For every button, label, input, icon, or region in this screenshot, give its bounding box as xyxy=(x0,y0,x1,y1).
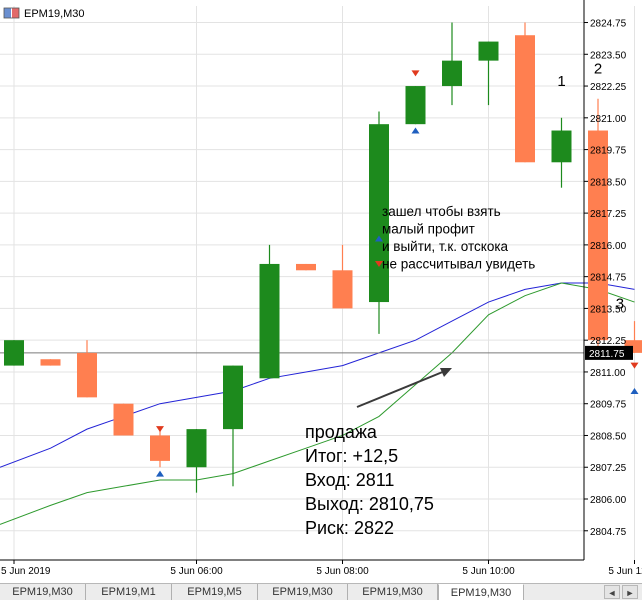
trade-summary-line: Выход: 2810,75 xyxy=(305,494,434,514)
x-tick-label: 5 Jun 06:00 xyxy=(170,566,223,577)
candle-body xyxy=(478,41,499,61)
candle-body xyxy=(515,35,535,163)
tab-scroll-right-button[interactable]: ► xyxy=(622,585,638,599)
y-tick-label: 2817.25 xyxy=(590,209,627,220)
y-tick-label: 2806.00 xyxy=(590,495,627,506)
y-tick-label: 2824.75 xyxy=(590,19,627,30)
candle-body xyxy=(113,403,134,436)
current-price-box xyxy=(585,345,633,360)
candle-body xyxy=(40,359,61,366)
trade-summary-line: Риск: 2822 xyxy=(305,518,394,538)
candles xyxy=(4,22,642,493)
sell-trade-marker xyxy=(156,426,164,433)
y-tick-label: 2814.75 xyxy=(590,273,627,284)
candle-body xyxy=(186,429,207,468)
chart-tab-bar: EPM19,M30 EPM19,M1 EPM19,M5 EPM19,M30 EPM19,… xyxy=(0,583,642,600)
chart-header: EPM19,M30 xyxy=(3,7,85,20)
buy-trade-marker xyxy=(411,127,420,134)
note-text-line: не рассчитывал увидеть xyxy=(382,257,535,272)
note-text-line: и выйти, т.к. отскока xyxy=(382,239,509,254)
candle-body xyxy=(369,124,389,303)
y-tick-label: 2811.00 xyxy=(590,368,626,379)
candle-body xyxy=(296,263,316,271)
chart-symbol-label: EPM19,M30 xyxy=(24,8,85,20)
annotation-arrow xyxy=(356,370,446,408)
y-tick-label: 2813.50 xyxy=(590,304,627,315)
x-tick-label: 5 Jun 12:00 xyxy=(608,566,642,577)
current-price-label: 2811.75 xyxy=(589,349,625,360)
candle-body xyxy=(442,60,462,87)
price-axis: 2824.75 2823.50 2822.25 2821.00 2819.75 2818.… xyxy=(0,0,642,577)
wave-label: 3 xyxy=(616,295,624,312)
y-tick-label: 2819.75 xyxy=(590,146,627,157)
trade-summary-line: Итог: +12,5 xyxy=(305,446,398,466)
chart-tab[interactable]: EPM19,M30 xyxy=(258,584,348,600)
candle-body xyxy=(150,435,170,461)
chart-tab[interactable]: EPM19,M5 xyxy=(172,584,258,600)
sell-trade-marker xyxy=(411,70,420,77)
tab-scroll-left-button[interactable]: ◄ xyxy=(604,585,620,599)
trade-summary-line: продажа xyxy=(305,422,378,442)
candle-body xyxy=(405,86,426,125)
buy-trade-marker xyxy=(156,470,164,477)
y-tick-label: 2812.25 xyxy=(590,336,627,347)
y-tick-label: 2818.50 xyxy=(590,177,627,188)
annotation-arrow-head xyxy=(440,368,452,377)
y-tick-label: 2822.25 xyxy=(590,82,627,93)
y-tick-label: 2823.50 xyxy=(590,50,627,61)
annotations: 1 2 3 зашел чтобы взять малый профит и выйти,… xyxy=(305,60,624,538)
buy-trade-marker xyxy=(375,235,383,242)
y-tick-label: 2816.00 xyxy=(590,241,627,252)
candle-body xyxy=(223,365,243,430)
y-tick-label: 2807.25 xyxy=(590,463,627,474)
sell-trade-marker xyxy=(375,260,383,267)
x-tick-label: 5 Jun 10:00 xyxy=(462,566,515,577)
chart-grid xyxy=(0,6,635,560)
x-tick-label: 5 Jun 08:00 xyxy=(316,566,369,577)
candle-body xyxy=(4,340,24,366)
chart-tab[interactable]: EPM19,M30 xyxy=(0,584,86,600)
candle-body xyxy=(259,263,280,379)
chart-tab[interactable]: EPM19,M30 xyxy=(348,584,438,600)
trade-markers xyxy=(156,70,639,477)
price-chart[interactable]: 1 2 3 зашел чтобы взять малый профит и выйти,… xyxy=(0,0,642,583)
moving-average-green xyxy=(0,282,635,525)
candle-body xyxy=(588,130,608,341)
wave-label: 1 xyxy=(557,73,565,90)
note-text-line: зашел чтобы взять xyxy=(382,204,501,219)
note-text-line: малый профит xyxy=(382,222,475,237)
y-tick-label: 2809.75 xyxy=(590,400,627,411)
y-tick-label: 2808.50 xyxy=(590,431,627,442)
chart-window-icon xyxy=(3,7,20,19)
sell-trade-marker xyxy=(630,362,639,369)
chart-tab[interactable]: EPM19,M1 xyxy=(86,584,172,600)
candle-body xyxy=(77,352,97,398)
buy-trade-marker xyxy=(630,388,639,395)
y-tick-label: 2804.75 xyxy=(590,527,627,538)
wave-label: 2 xyxy=(594,60,602,77)
candle-body xyxy=(332,270,353,309)
y-tick-label: 2821.00 xyxy=(590,114,627,125)
x-tick-label: 5 Jun 2019 xyxy=(1,566,51,577)
chart-tab[interactable]: EPM19,M30 xyxy=(438,584,524,600)
candle-body xyxy=(551,130,572,163)
trade-summary-line: Вход: 2811 xyxy=(305,470,394,490)
